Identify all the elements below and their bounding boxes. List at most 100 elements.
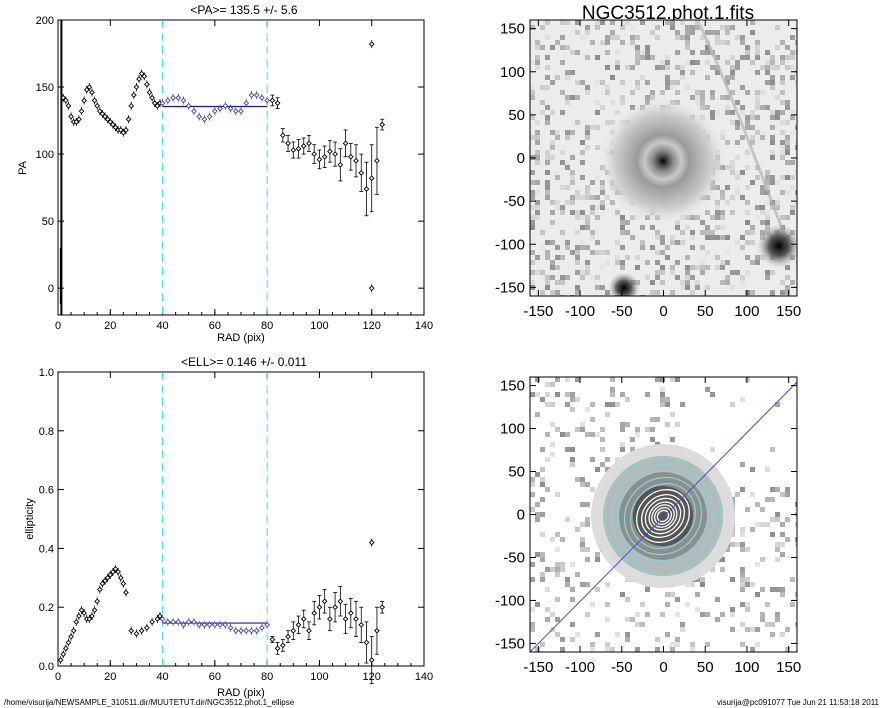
galaxy-noise-pixel [575,80,580,85]
galaxy-noise-pixel [695,285,700,290]
galaxy-noise-pixel [770,135,775,140]
contour-noise-pixel [690,642,695,647]
galaxy-noise-pixel [575,120,580,125]
galaxy-noise-pixel [695,265,700,270]
contour-noise-pixel [555,567,560,572]
galaxy-noise-pixel [770,110,775,115]
galaxy-noise-pixel [565,75,570,80]
galaxy-noise-pixel [705,265,710,270]
galaxy-noise-pixel [750,135,755,140]
galaxy-noise-pixel [590,195,595,200]
galaxy-noise-pixel [685,255,690,260]
galaxy-noise-pixel [580,160,585,165]
galaxy-noise-pixel [545,250,550,255]
galaxy-noise-pixel [720,215,725,220]
contour-noise-pixel [540,532,545,537]
pa-data-point [321,153,328,160]
galaxy-noise-pixel [555,280,560,285]
contour-noise-pixel [590,602,595,607]
contour-noise-pixel [660,402,665,407]
galaxy-noise-pixel [660,235,665,240]
galaxy-noise-pixel [790,110,795,115]
pa-data-point [279,132,286,139]
galaxy-noise-pixel [795,80,797,85]
galaxy-noise-pixel [725,200,730,205]
galaxy-noise-pixel [660,240,665,245]
pa-data-point [238,108,244,115]
galaxy-noise-pixel [550,110,555,115]
ell-data-point [191,619,197,625]
contour-noise-pixel [585,517,590,522]
galaxy-noise-pixel [565,135,570,140]
contour-noise-pixel [655,417,660,422]
contour-noise-pixel [705,612,710,617]
contour-noise-pixel [780,632,785,637]
ell-data-point [253,627,260,634]
galaxy-noise-pixel [685,25,690,30]
pa-profile-plot: <PA>= 135.5 +/- 5.6 RAD (pix) PA 0 20 40 60… [17,3,433,344]
galaxy-noise-pixel [610,35,615,40]
pa-data-point [76,116,82,123]
galaxy-noise-pixel [680,280,685,285]
pa-data-point [374,157,380,164]
contour-noise-pixel [720,612,725,617]
galaxy-noise-pixel [660,270,665,275]
galaxy-noise-pixel [555,200,560,205]
galaxy-noise-pixel [720,210,725,215]
ell-data-point [175,619,182,625]
contour-noise-pixel [770,622,775,627]
contour-noise-pixel [565,392,570,397]
galaxy-noise-pixel [530,25,535,30]
galaxy-noise-pixel [635,60,640,65]
galaxy-noise-pixel [680,285,685,290]
pa-data-point [316,156,323,163]
pa-data-point [63,97,69,104]
galaxy-image-title: NGC3512.phot.1.fits [582,3,754,24]
galaxy-noise-pixel [550,210,555,215]
galaxy-noise-pixel [635,80,640,85]
contour-noise-pixel [730,577,735,582]
contour-ytick-label: 150 [500,378,525,395]
galaxy-noise-pixel [575,255,580,260]
galaxy-noise-pixel [755,100,760,105]
galaxy-ytick-label: -150 [495,279,525,296]
contour-noise-pixel [550,382,555,387]
ell-xtick-label: 0 [55,671,61,683]
ell-data-point [70,627,77,634]
galaxy-noise-pixel [535,200,540,205]
galaxy-noise-pixel [730,195,735,200]
pa-data-point [212,108,218,115]
pa-xtick-label: 0 [55,320,61,332]
galaxy-noise-pixel [655,35,660,40]
galaxy-noise-pixel [770,175,775,180]
contour-noise-pixel [700,582,705,587]
galaxy-noise-pixel [710,110,715,115]
contour-noise-pixel [665,602,670,607]
galaxy-noise-pixel [550,155,555,160]
pa-data-point [68,113,74,120]
pa-data-point [232,108,239,115]
ell-data-point [374,627,380,634]
galaxy-noise-pixel [585,185,590,190]
galaxy-noise-pixel [740,170,745,175]
contour-noise-pixel [775,542,780,547]
contour-noise-pixel [745,582,750,587]
galaxy-noise-pixel [575,290,580,295]
contour-noise-pixel [740,587,745,592]
galaxy-noise-pixel [790,280,795,285]
galaxy-noise-pixel [560,35,565,40]
contour-noise-pixel [660,387,665,392]
contour-noise-pixel [610,387,615,392]
galaxy-noise-pixel [760,65,765,70]
galaxy-noise-pixel [785,275,790,280]
galaxy-noise-pixel [555,40,560,45]
pa-data-point [120,129,127,136]
galaxy-noise-pixel [755,55,760,60]
ell-data-point [107,572,114,578]
galaxy-noise-pixel [555,130,560,135]
pa-data-point [154,102,161,109]
galaxy-noise-pixel [535,255,540,260]
contour-noise-pixel [590,432,595,437]
galaxy-noise-pixel [690,25,695,30]
galaxy-noise-pixel [645,260,650,265]
